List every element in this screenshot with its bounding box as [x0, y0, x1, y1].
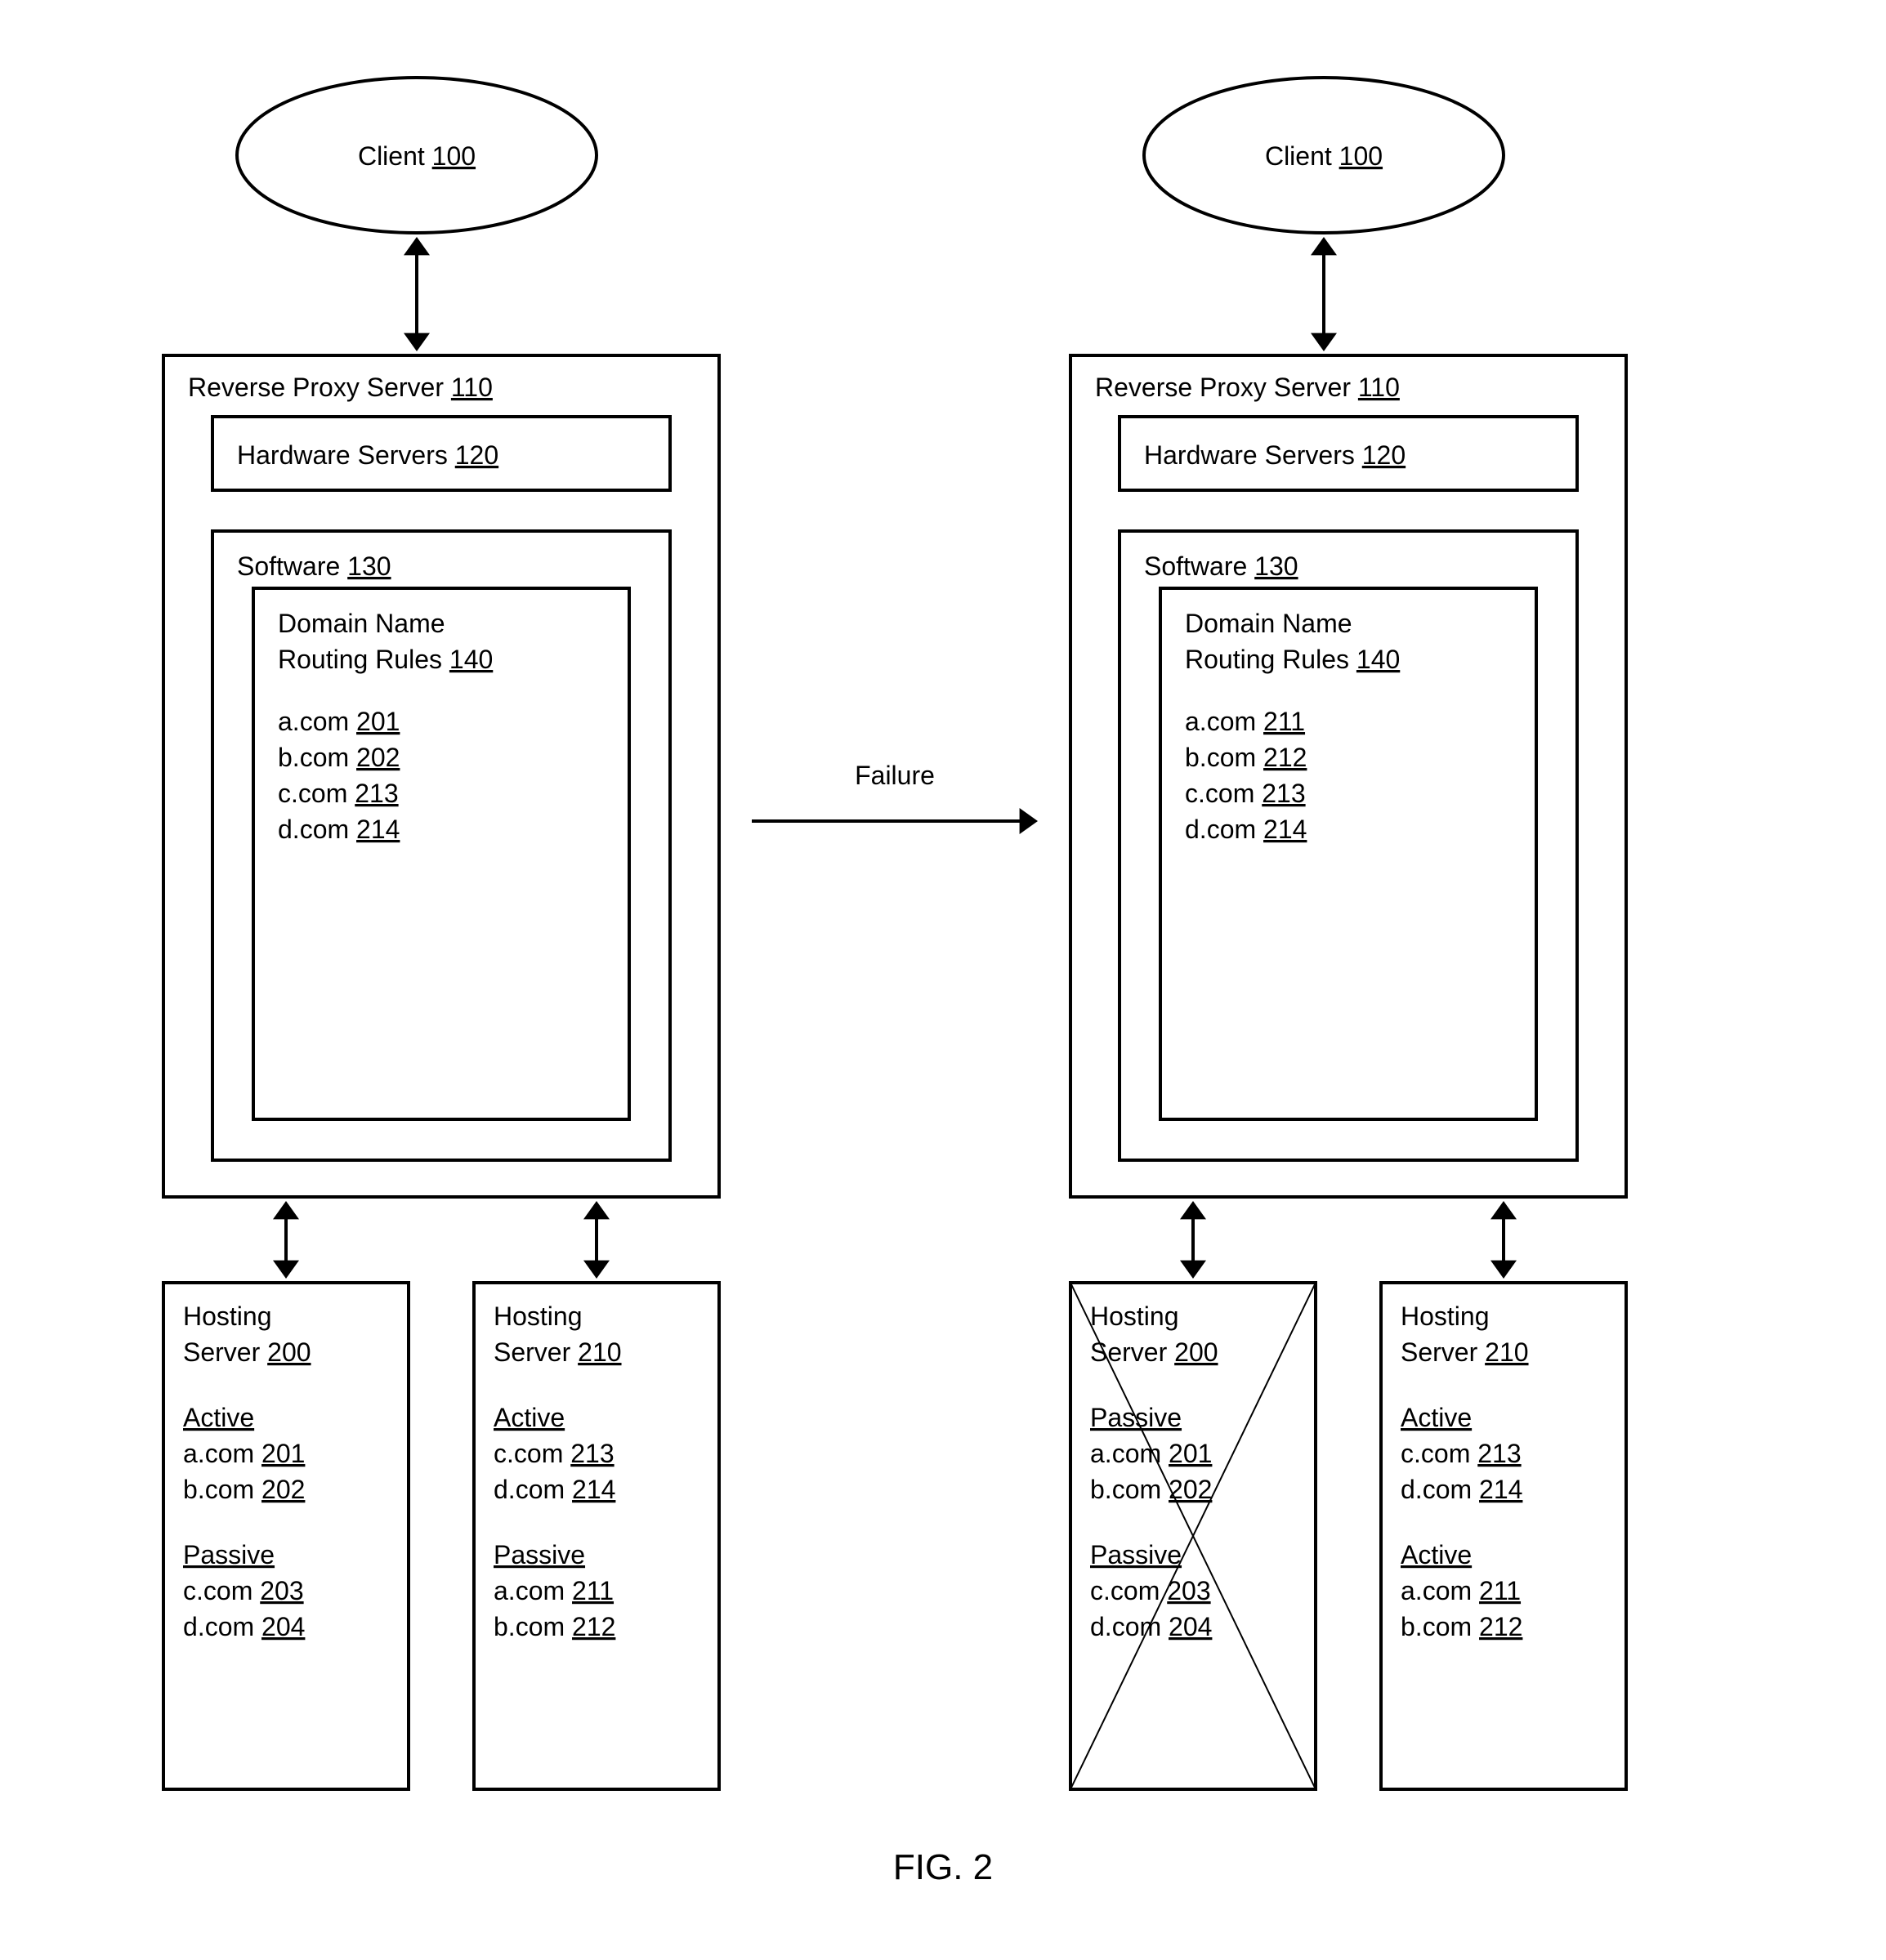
right-proxy-label: Reverse Proxy Server 110	[1095, 373, 1400, 402]
right-host2-sec2-item-1: b.com 212	[1401, 1612, 1522, 1641]
left-host1-sec2-item-0: c.com 203	[183, 1576, 304, 1605]
left-host1-title1: Hosting	[183, 1301, 272, 1331]
left-rules-entry-0: a.com 201	[278, 707, 400, 736]
right-host1-sec1-item-0: a.com 201	[1090, 1439, 1212, 1468]
arrowhead	[1180, 1261, 1206, 1279]
left-host2-sec2-item-1: b.com 212	[494, 1612, 615, 1641]
right-rules-l2: Routing Rules 140	[1185, 645, 1400, 674]
right-sw-label: Software 130	[1144, 551, 1298, 581]
arrowhead	[1490, 1201, 1517, 1219]
arrowhead	[1311, 333, 1337, 351]
right-rules-entry-2: c.com 213	[1185, 779, 1306, 808]
left-proxy-label: Reverse Proxy Server 110	[188, 373, 493, 402]
right-host2-sec1-item-0: c.com 213	[1401, 1439, 1522, 1468]
left-host1-title2: Server 200	[183, 1337, 311, 1367]
arrowhead	[583, 1201, 610, 1219]
left-host1-sec2-item-1: d.com 204	[183, 1612, 305, 1641]
left-host2-title2: Server 210	[494, 1337, 622, 1367]
left-hw-label: Hardware Servers 120	[237, 440, 498, 470]
left-host1-sec1-item-1: b.com 202	[183, 1475, 305, 1504]
right-host1-sec1-item-1: b.com 202	[1090, 1475, 1212, 1504]
right-hw-label: Hardware Servers 120	[1144, 440, 1406, 470]
left-host2-title1: Hosting	[494, 1301, 583, 1331]
left-host1-sec2-h: Passive	[183, 1540, 275, 1569]
left-host2-sec1-h: Active	[494, 1403, 565, 1432]
right-host1-sec2-item-0: c.com 203	[1090, 1576, 1211, 1605]
left-host2-sec1-item-0: c.com 213	[494, 1439, 615, 1468]
figure-label: FIG. 2	[893, 1847, 993, 1887]
right-proxy-box	[1070, 355, 1626, 1197]
left-proxy-box	[163, 355, 719, 1197]
arrowhead	[273, 1261, 299, 1279]
arrowhead	[1311, 237, 1337, 255]
left-rules-l2: Routing Rules 140	[278, 645, 493, 674]
right-host1-title1: Hosting	[1090, 1301, 1179, 1331]
right-rules-entry-0: a.com 211	[1185, 707, 1305, 736]
right-host2-title2: Server 210	[1401, 1337, 1529, 1367]
arrowhead	[273, 1201, 299, 1219]
right-client-label: Client 100	[1265, 141, 1383, 171]
right-host2-sec1-h: Active	[1401, 1403, 1472, 1432]
right-rules-entry-3: d.com 214	[1185, 815, 1307, 844]
arrowhead	[1490, 1261, 1517, 1279]
right-host2-sec2-h: Active	[1401, 1540, 1472, 1569]
left-host1-sec1-h: Active	[183, 1403, 254, 1432]
left-client-label: Client 100	[358, 141, 476, 171]
arrowhead	[404, 237, 430, 255]
right-host1-sec2-item-1: d.com 204	[1090, 1612, 1212, 1641]
arrowhead	[404, 333, 430, 351]
left-host1-sec1-item-0: a.com 201	[183, 1439, 305, 1468]
right-host2-sec1-item-1: d.com 214	[1401, 1475, 1522, 1504]
left-sw-label: Software 130	[237, 551, 391, 581]
right-host1-sec2-h: Passive	[1090, 1540, 1182, 1569]
right-host2-title1: Hosting	[1401, 1301, 1490, 1331]
left-host2-sec1-item-1: d.com 214	[494, 1475, 615, 1504]
right-host2-sec2-item-0: a.com 211	[1401, 1576, 1521, 1605]
left-host2-sec2-item-0: a.com 211	[494, 1576, 614, 1605]
failure-label: Failure	[855, 761, 935, 790]
left-rules-entry-1: b.com 202	[278, 743, 400, 772]
right-rules-l1: Domain Name	[1185, 609, 1352, 638]
right-rules-entry-1: b.com 212	[1185, 743, 1307, 772]
arrowhead	[1180, 1201, 1206, 1219]
left-rules-l1: Domain Name	[278, 609, 445, 638]
arrowhead	[1020, 808, 1038, 834]
arrowhead	[583, 1261, 610, 1279]
left-rules-entry-3: d.com 214	[278, 815, 400, 844]
left-host2-sec2-h: Passive	[494, 1540, 585, 1569]
left-rules-entry-2: c.com 213	[278, 779, 399, 808]
